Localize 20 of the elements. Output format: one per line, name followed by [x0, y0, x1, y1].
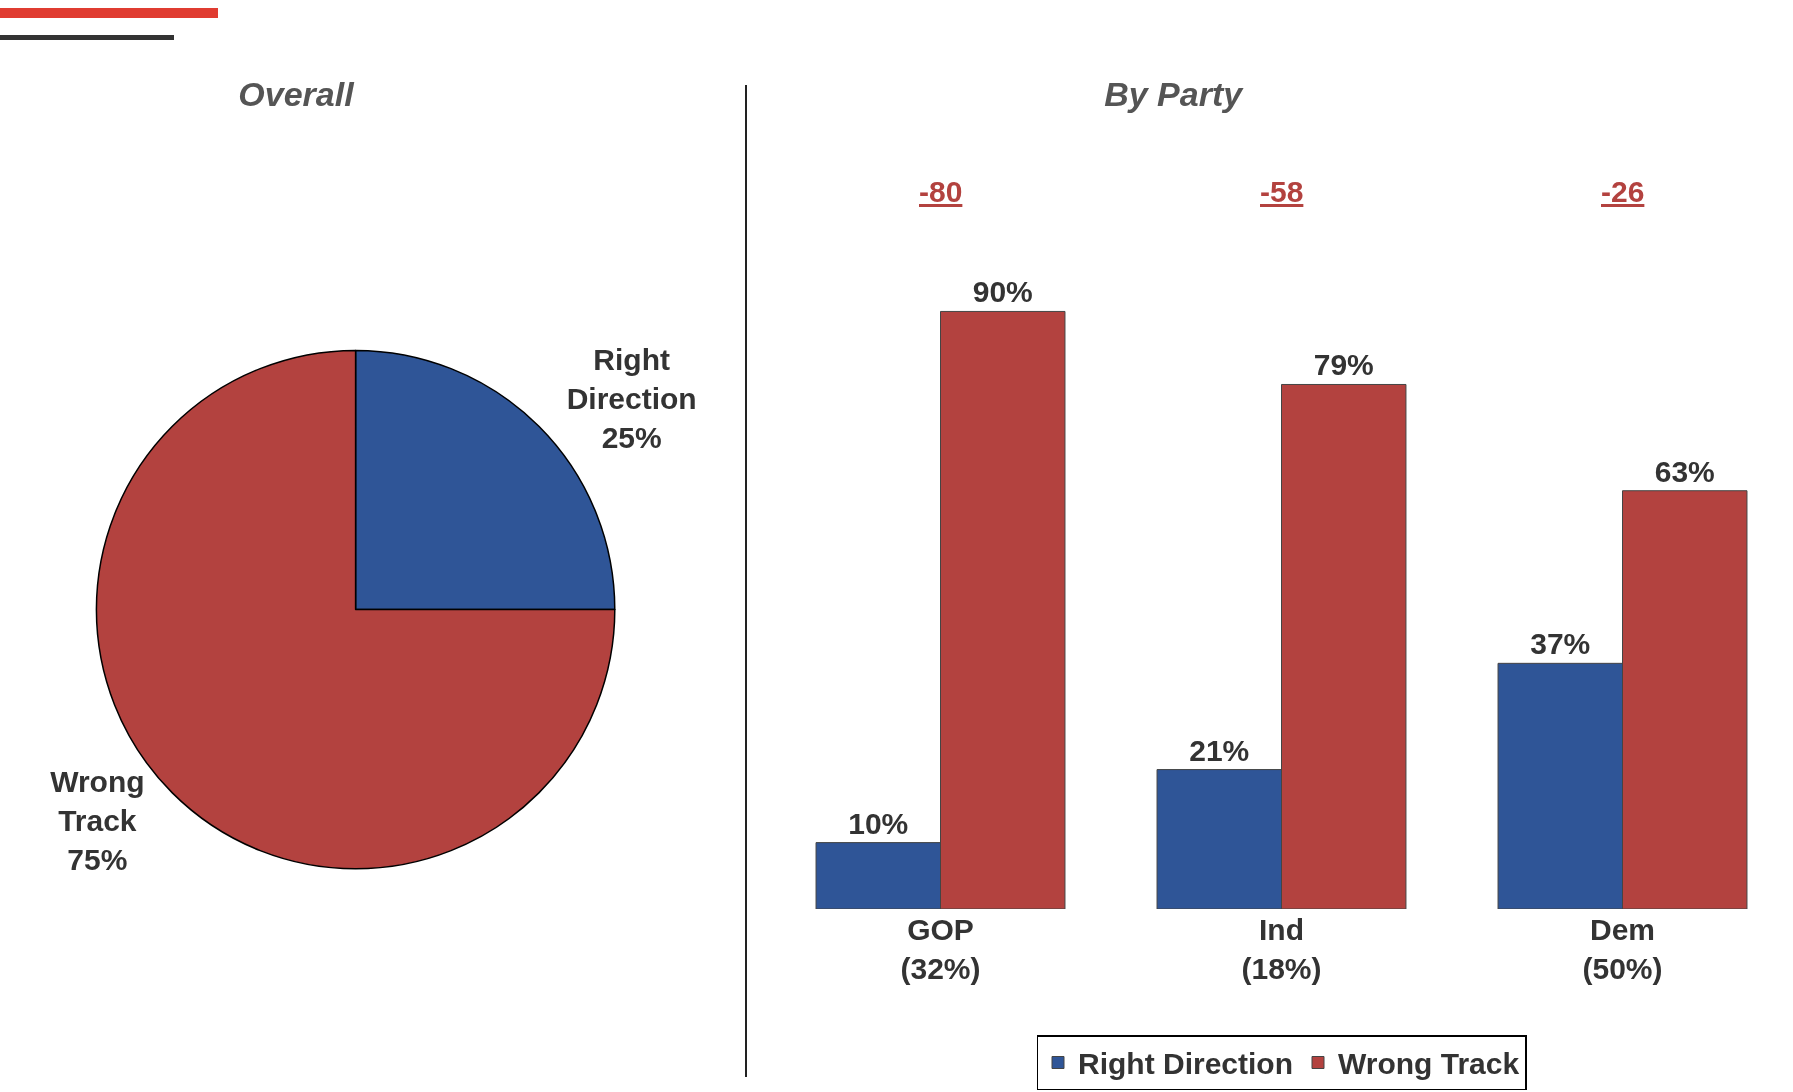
data-label: 21% — [1189, 733, 1250, 767]
data-label: 25% — [601, 421, 662, 455]
legend-label: Right Direction — [1078, 1047, 1293, 1081]
data-label: 75% — [67, 843, 128, 877]
data-label: 90% — [972, 275, 1033, 309]
data-label: 63% — [1654, 454, 1715, 488]
x-tick-label: GOP (32%) — [900, 913, 981, 985]
data-label: 10% — [848, 806, 909, 840]
data-label: 79% — [1313, 348, 1374, 382]
legend-label: Wrong Track — [1338, 1047, 1520, 1081]
x-tick-label: Ind (18%) — [1241, 913, 1322, 985]
slice-label: Wrong Track — [50, 765, 145, 838]
text: -58 — [1260, 175, 1304, 208]
text: -80 — [919, 175, 963, 208]
slice-label: Right Direction — [566, 343, 697, 416]
chart-title: By Party — [1104, 74, 1245, 113]
x-tick-label: Dem (50%) — [1582, 913, 1663, 985]
data-label: 37% — [1530, 627, 1591, 661]
text: -26 — [1601, 175, 1645, 208]
chart-title: Overall — [238, 74, 356, 113]
